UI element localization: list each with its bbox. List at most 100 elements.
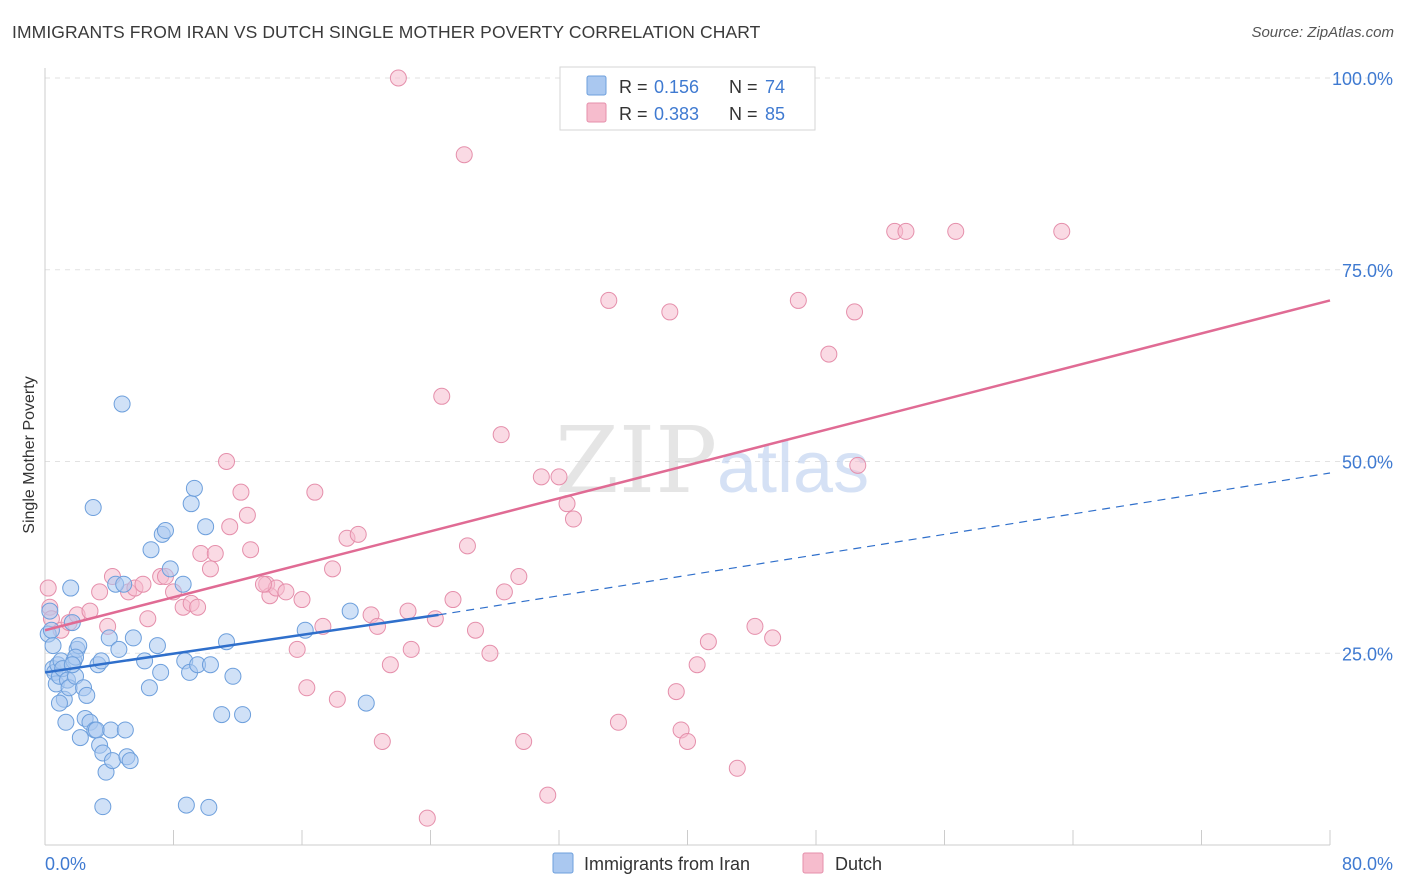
dutch-point: [232, 483, 250, 501]
iran-point: [110, 640, 128, 658]
dutch-point: [849, 456, 867, 474]
iran-point: [113, 395, 131, 413]
dutch-point: [667, 683, 685, 701]
dutch-point: [389, 69, 407, 87]
x-tick-label: 80.0%: [1342, 854, 1393, 874]
iran-point: [174, 575, 192, 593]
iran-point: [57, 713, 75, 731]
series-swatch-iran: [552, 852, 574, 874]
trend-lines: [44, 299, 1331, 674]
iran-point: [140, 679, 158, 697]
iran-point: [100, 629, 118, 647]
dutch-point: [466, 621, 484, 639]
legend-n-label-dutch: N =: [729, 104, 758, 124]
dutch-point: [221, 518, 239, 536]
y-tick-label: 25.0%: [1342, 644, 1393, 664]
x-tick-label: 0.0%: [45, 854, 86, 874]
y-tick-label: 75.0%: [1342, 261, 1393, 281]
iran-point: [87, 721, 105, 739]
dutch-point: [458, 537, 476, 555]
dutch-point: [328, 690, 346, 708]
series-legend: Immigrants from Iran Dutch: [552, 852, 882, 874]
iran-point: [116, 721, 134, 739]
dutch-point: [201, 560, 219, 578]
iran-point: [121, 752, 139, 770]
dutch-point: [238, 506, 256, 524]
iran-point: [44, 637, 62, 655]
iran-point: [62, 579, 80, 597]
dutch-point: [600, 291, 618, 309]
dutch-trend-line: [44, 299, 1331, 632]
series-swatch-dutch: [802, 852, 824, 874]
iran-point: [103, 752, 121, 770]
dutch-point: [1053, 222, 1071, 240]
dutch-point: [373, 732, 391, 750]
iran-point: [92, 652, 110, 670]
dutch-point: [789, 291, 807, 309]
dutch-point: [728, 759, 746, 777]
dutch-point: [532, 468, 550, 486]
iran-point: [156, 522, 174, 540]
tick-labels: 25.0% 50.0% 75.0% 100.0% 0.0% 80.0%: [45, 69, 1393, 874]
iran-point: [341, 602, 359, 620]
iran-point: [213, 706, 231, 724]
dutch-point: [242, 541, 260, 559]
iran-point: [234, 706, 252, 724]
iran-point: [41, 602, 59, 620]
legend-swatch-iran: [586, 75, 607, 96]
source-label: Source: ZipAtlas.com: [1251, 24, 1394, 41]
dutch-point: [661, 303, 679, 321]
iran-point: [161, 560, 179, 578]
dutch-point: [820, 345, 838, 363]
iran-point: [148, 637, 166, 655]
iran-point: [177, 796, 195, 814]
dutch-point: [481, 644, 499, 662]
dutch-point: [139, 610, 157, 628]
gridlines: [45, 77, 1395, 654]
watermark-zip: ZIP: [555, 407, 717, 514]
dutch-point: [679, 732, 696, 750]
y-axis-label: Single Mother Poverty: [21, 376, 38, 533]
iran-point: [50, 694, 68, 712]
dutch-point: [947, 222, 965, 240]
dutch-point: [426, 610, 444, 628]
iran-point: [84, 499, 102, 517]
dutch-point: [218, 453, 236, 470]
iran-point: [357, 694, 375, 712]
dutch-point: [764, 629, 782, 647]
dutch-point: [399, 602, 417, 620]
dutch-point: [189, 598, 207, 616]
dutch-point: [550, 468, 568, 486]
legend-r-value-dutch: 0.383: [654, 104, 699, 124]
dutch-point: [418, 809, 436, 827]
y-tick-label: 50.0%: [1342, 453, 1393, 473]
legend-n-label-iran: N =: [729, 77, 758, 97]
legend-n-value-dutch: 85: [765, 104, 785, 124]
legend-r-label-dutch: R =: [619, 104, 648, 124]
dutch-point: [368, 617, 386, 635]
iran-point: [182, 495, 200, 513]
dutch-point: [444, 591, 462, 609]
iran-point: [201, 656, 219, 674]
watermark-atlas: atlas: [717, 428, 869, 508]
dutch-point: [254, 575, 272, 593]
axes: [44, 68, 1331, 846]
data-points: [39, 69, 1071, 827]
dutch-point: [324, 560, 342, 578]
legend-swatch-dutch: [586, 102, 607, 123]
iran-point: [185, 479, 203, 497]
dutch-point: [510, 568, 528, 586]
dutch-point: [349, 525, 367, 543]
dutch-point: [746, 617, 764, 635]
dutch-point: [192, 545, 210, 563]
watermark: ZIP atlas: [555, 407, 869, 514]
legend-r-label-iran: R =: [619, 77, 648, 97]
iran-point: [94, 798, 112, 816]
dutch-point: [293, 591, 311, 609]
iran-point: [102, 721, 120, 739]
dutch-point: [846, 303, 864, 321]
dutch-point: [609, 713, 627, 731]
dutch-point: [699, 633, 717, 651]
iran-point: [152, 663, 170, 681]
